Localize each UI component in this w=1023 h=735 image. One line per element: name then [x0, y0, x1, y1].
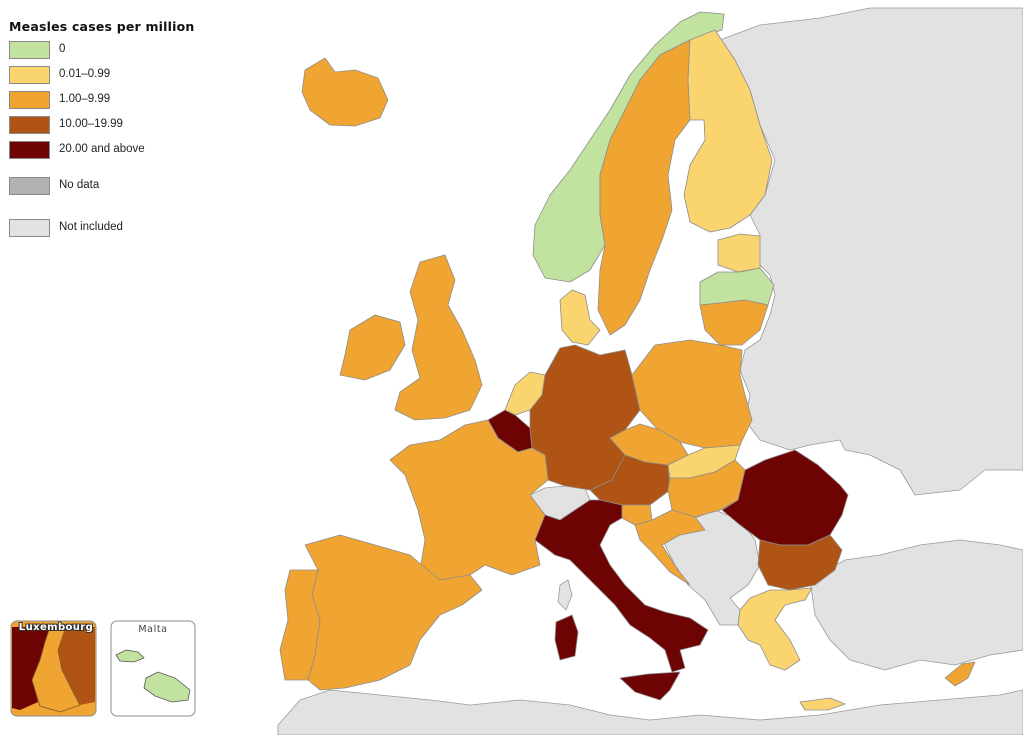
legend-item: 0 — [9, 41, 195, 60]
legend-label: 0.01–0.99 — [59, 68, 111, 80]
luxembourg-center[interactable] — [31, 626, 81, 713]
turkey-region — [809, 539, 1023, 671]
legend-item: 10.00–19.99 — [9, 116, 195, 135]
luxembourg-east[interactable] — [58, 627, 95, 705]
country-croatia[interactable] — [634, 509, 706, 586]
malta-inset-frame — [110, 620, 196, 717]
not-included-region — [277, 7, 1023, 735]
country-latvia[interactable] — [699, 267, 775, 306]
country-finland[interactable] — [683, 29, 773, 233]
country-denmark[interactable] — [559, 289, 601, 346]
legend-label: No data — [59, 179, 100, 191]
country-italy[interactable] — [534, 499, 709, 673]
luxembourg-inset — [10, 620, 97, 717]
legend-swatch — [9, 116, 50, 134]
malta-main[interactable] — [143, 671, 191, 703]
legend-items: 0 0.01–0.99 1.00–9.99 10.00–19.99 20.00 and … — [9, 41, 195, 238]
malta-gozo[interactable] — [115, 649, 145, 663]
legend-item: 0.01–0.99 — [9, 66, 195, 85]
legend-item: 1.00–9.99 — [9, 91, 195, 110]
malta-inset — [110, 620, 196, 717]
legend-swatch — [9, 41, 50, 59]
legend-item: Not included — [9, 219, 195, 238]
country-greece-crete[interactable] — [799, 697, 846, 711]
legend-label: 1.00–9.99 — [59, 93, 111, 105]
malta-inset-label: Malta — [138, 624, 168, 635]
luxembourg-west[interactable] — [12, 627, 50, 710]
legend-label: 20.00 and above — [59, 143, 145, 155]
legend: Measles cases per million 0 0.01–0.99 1.00… — [9, 19, 195, 244]
country-ireland[interactable] — [339, 314, 406, 381]
legend-swatch — [9, 141, 50, 159]
legend-item: No data — [9, 177, 195, 196]
country-greece[interactable] — [737, 587, 813, 671]
country-italy-sicily[interactable] — [619, 671, 681, 701]
country-sweden[interactable] — [597, 39, 691, 336]
country-bulgaria[interactable] — [757, 534, 843, 591]
country-estonia[interactable] — [717, 233, 761, 273]
legend-label: 0 — [59, 43, 66, 55]
country-cyprus[interactable] — [944, 661, 976, 687]
country-lithuania[interactable] — [699, 299, 769, 346]
corsica-region — [557, 579, 573, 611]
luxembourg-inset-label: Luxembourg — [18, 622, 94, 633]
legend-label: Not included — [59, 221, 123, 233]
country-portugal[interactable] — [279, 569, 321, 681]
legend-label: 10.00–19.99 — [59, 118, 123, 130]
north-africa-region — [277, 689, 1023, 735]
countries — [279, 11, 976, 711]
country-italy-sardinia[interactable] — [554, 614, 579, 661]
legend-title: Measles cases per million — [9, 19, 195, 34]
legend-swatch — [9, 177, 50, 195]
country-iceland[interactable] — [301, 57, 389, 127]
russia-region — [719, 7, 1023, 496]
legend-swatch — [9, 219, 50, 237]
legend-item: 20.00 and above — [9, 141, 195, 160]
legend-swatch — [9, 91, 50, 109]
legend-swatch — [9, 66, 50, 84]
country-uk[interactable] — [394, 254, 483, 421]
